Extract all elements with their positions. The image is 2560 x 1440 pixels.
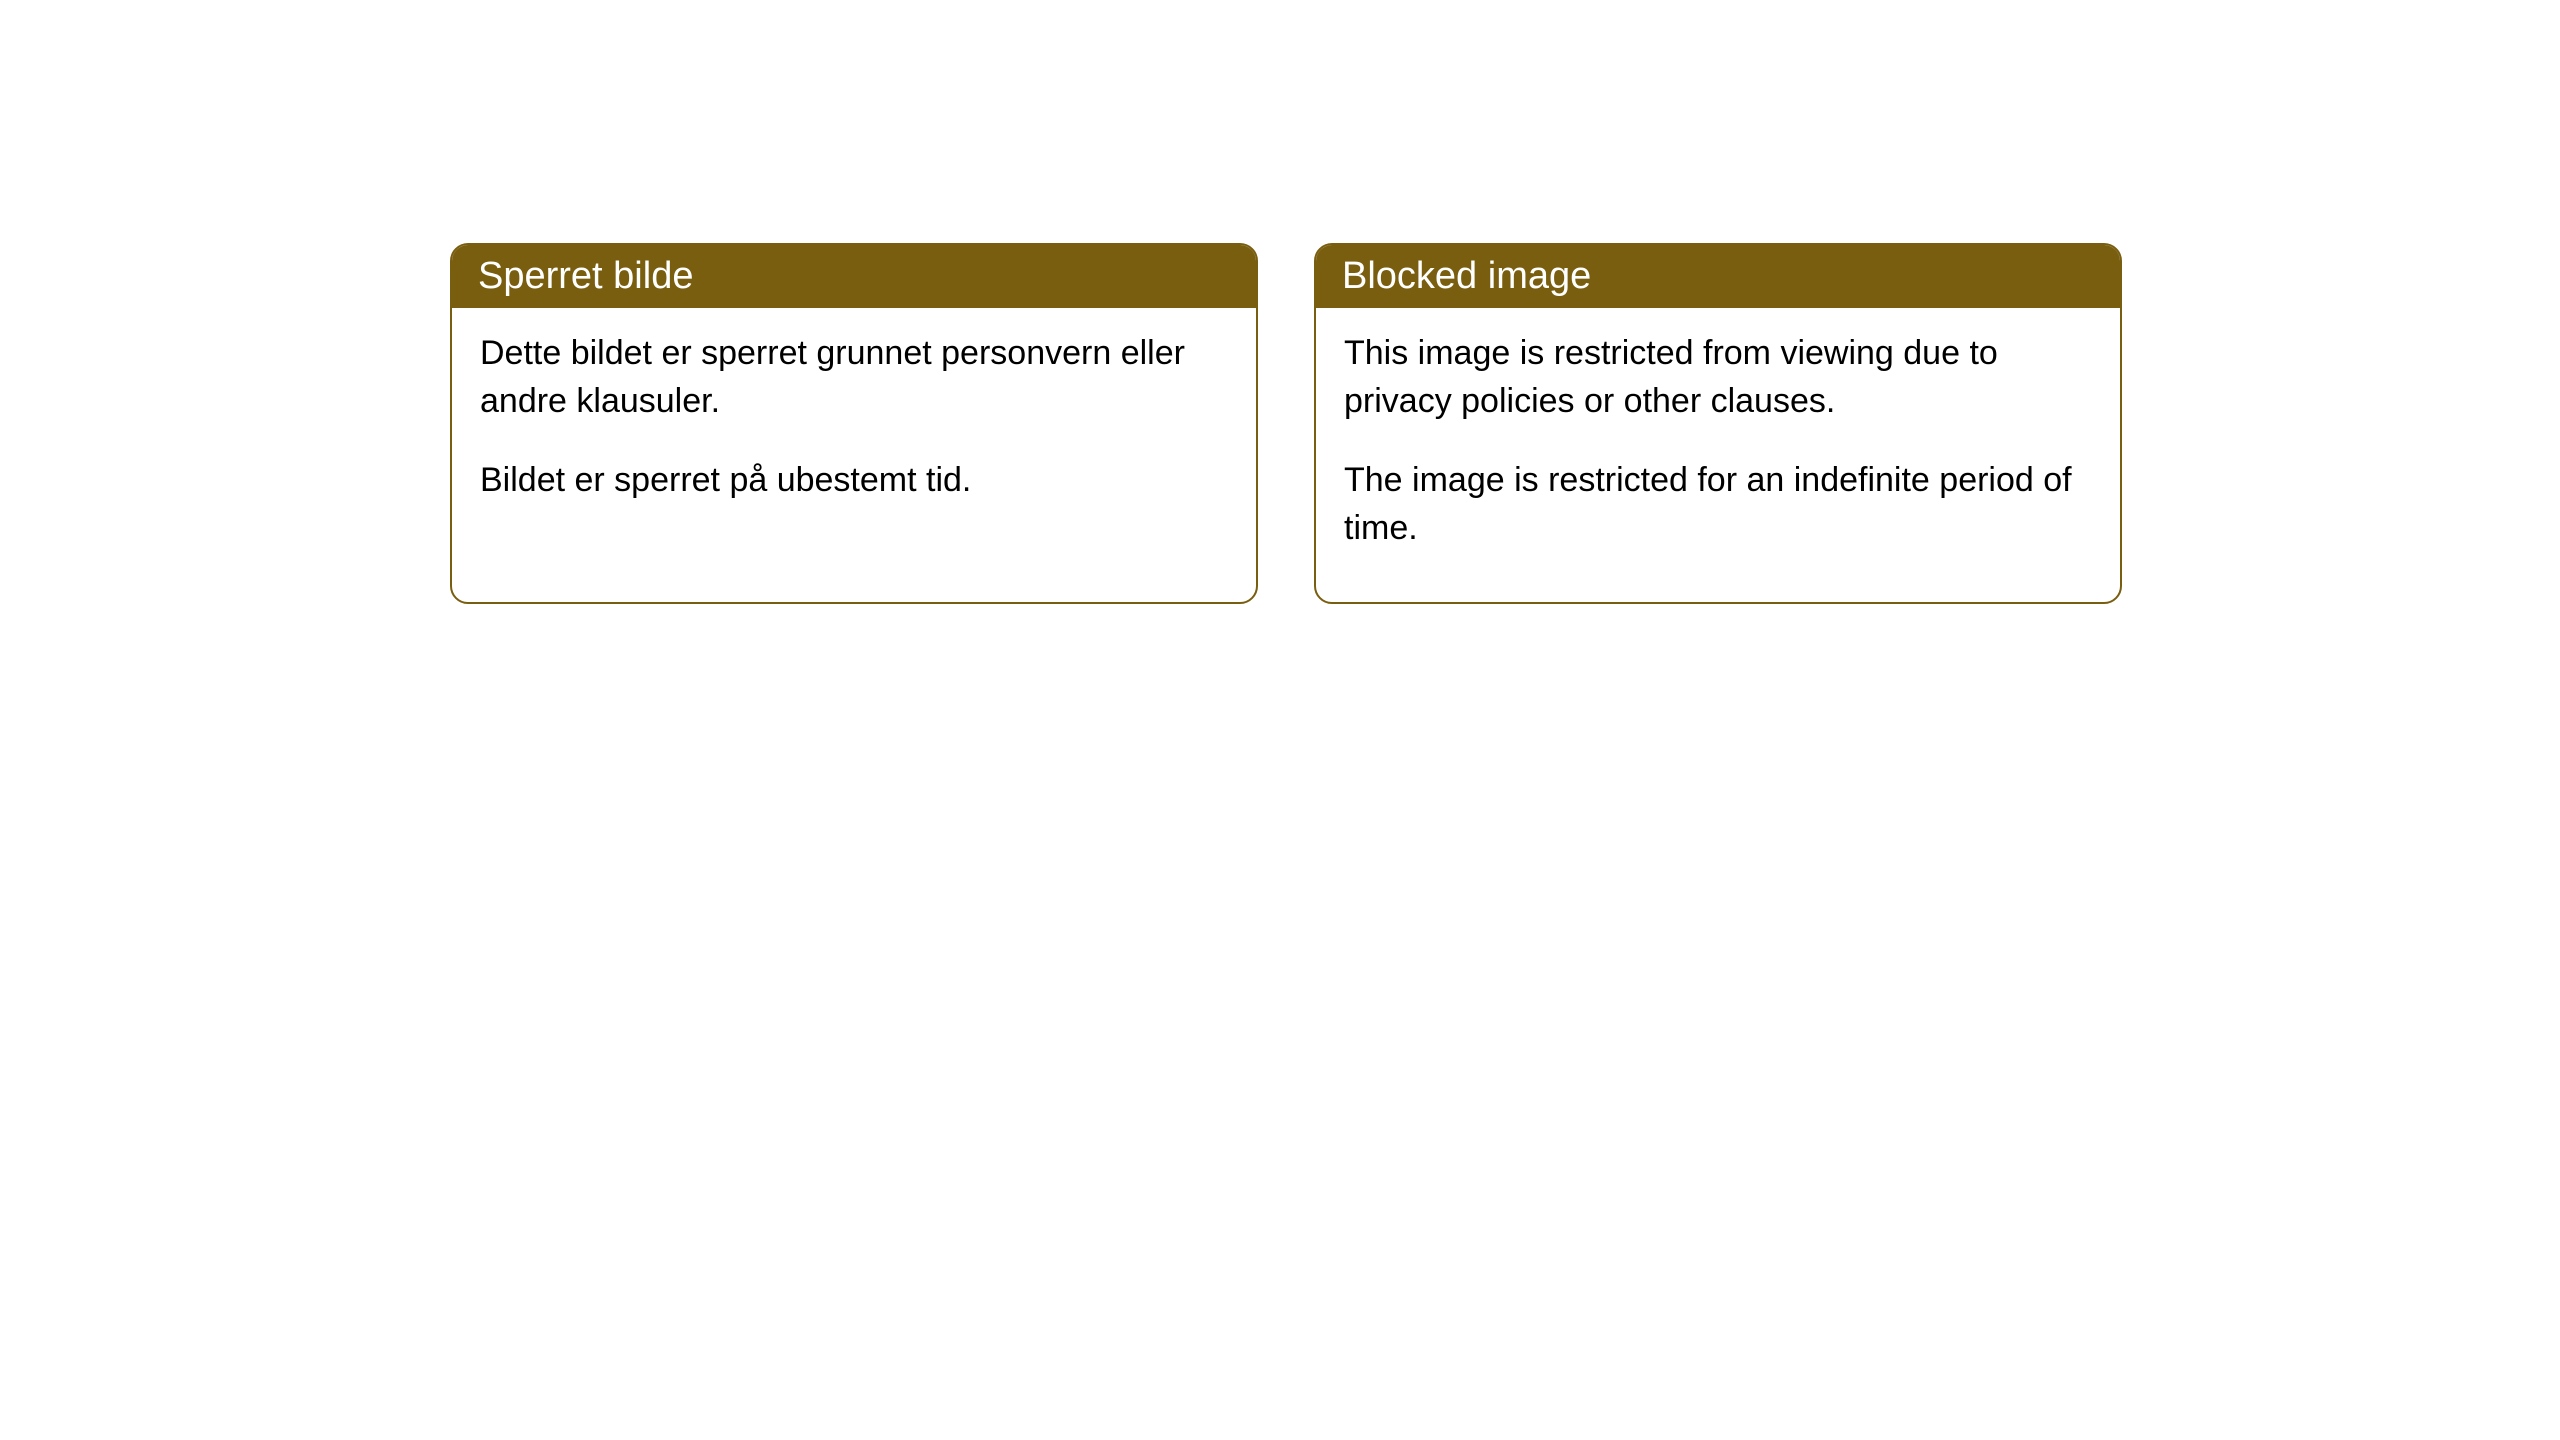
card-header-english: Blocked image xyxy=(1316,245,2120,308)
card-header-norwegian: Sperret bilde xyxy=(452,245,1256,308)
notice-cards-container: Sperret bilde Dette bildet er sperret gr… xyxy=(450,243,2122,604)
card-title: Sperret bilde xyxy=(478,255,693,297)
notice-card-english: Blocked image This image is restricted f… xyxy=(1314,243,2122,604)
card-title: Blocked image xyxy=(1342,255,1591,297)
card-paragraph: The image is restricted for an indefinit… xyxy=(1344,457,2092,552)
card-paragraph: This image is restricted from viewing du… xyxy=(1344,330,2092,425)
card-body-english: This image is restricted from viewing du… xyxy=(1316,308,2120,602)
card-paragraph: Bildet er sperret på ubestemt tid. xyxy=(480,457,1228,505)
notice-card-norwegian: Sperret bilde Dette bildet er sperret gr… xyxy=(450,243,1258,604)
card-body-norwegian: Dette bildet er sperret grunnet personve… xyxy=(452,308,1256,555)
card-paragraph: Dette bildet er sperret grunnet personve… xyxy=(480,330,1228,425)
